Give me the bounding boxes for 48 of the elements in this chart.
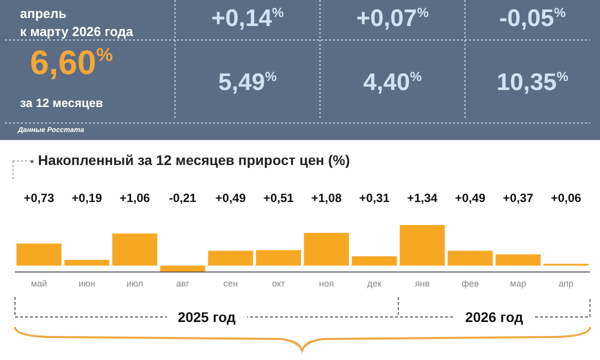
data-label: +0,19	[72, 191, 102, 205]
bar	[112, 233, 158, 266]
text: 2025 год	[166, 309, 247, 325]
data-label: +1,08	[311, 191, 342, 205]
text: 2026 год	[454, 309, 534, 325]
bar	[16, 243, 62, 266]
text: к марту 2026 года	[20, 23, 134, 41]
x-tick-label: мар	[510, 278, 526, 288]
data-label: +0,49	[455, 191, 486, 205]
x-tick-label: дек	[367, 278, 382, 288]
bar	[160, 266, 206, 272]
x-tick-label: окт	[272, 278, 286, 288]
text: 6,60%	[30, 44, 113, 82]
text: -0,05%	[499, 5, 566, 33]
chart-title: Накопленный за 12 месяцев прирост цен (%)	[38, 152, 350, 168]
x-tick-label: апр	[558, 278, 574, 288]
x-tick-label: май	[30, 278, 48, 288]
data-label: +0,51	[263, 191, 294, 205]
x-tick-label: июн	[78, 278, 96, 288]
x-tick-label: янв	[414, 278, 430, 288]
text: 4,40%	[363, 68, 422, 96]
x-tick-label: ноя	[319, 278, 334, 288]
bar	[448, 250, 493, 266]
x-tick-label: авг	[176, 278, 190, 288]
x-tick-label: сен	[223, 278, 238, 288]
bar	[256, 250, 302, 266]
bar	[352, 256, 397, 266]
bar	[208, 250, 254, 266]
x-tick-label: фев	[462, 278, 480, 288]
text: 10,35%	[496, 68, 568, 96]
data-label: -0,21	[169, 191, 197, 205]
data-label: +1,06	[120, 191, 150, 205]
data-label: +0,06	[550, 191, 582, 205]
x-tick-label: июл	[126, 278, 144, 288]
data-label: +0,37	[502, 191, 534, 205]
text: +0,14%	[211, 5, 284, 33]
data-label: +1,34	[407, 191, 438, 205]
text: +0,07%	[356, 5, 429, 33]
text: за 12 месяцев	[20, 96, 103, 110]
bar	[496, 254, 541, 266]
bar	[304, 232, 349, 266]
bar	[64, 260, 110, 266]
data-label: +0,31	[359, 191, 390, 205]
data-label: +0,73	[24, 191, 54, 205]
text: 5,49%	[218, 68, 277, 96]
data-label: +0,49	[215, 191, 246, 205]
text: апрель	[20, 5, 68, 23]
bar	[400, 225, 445, 266]
